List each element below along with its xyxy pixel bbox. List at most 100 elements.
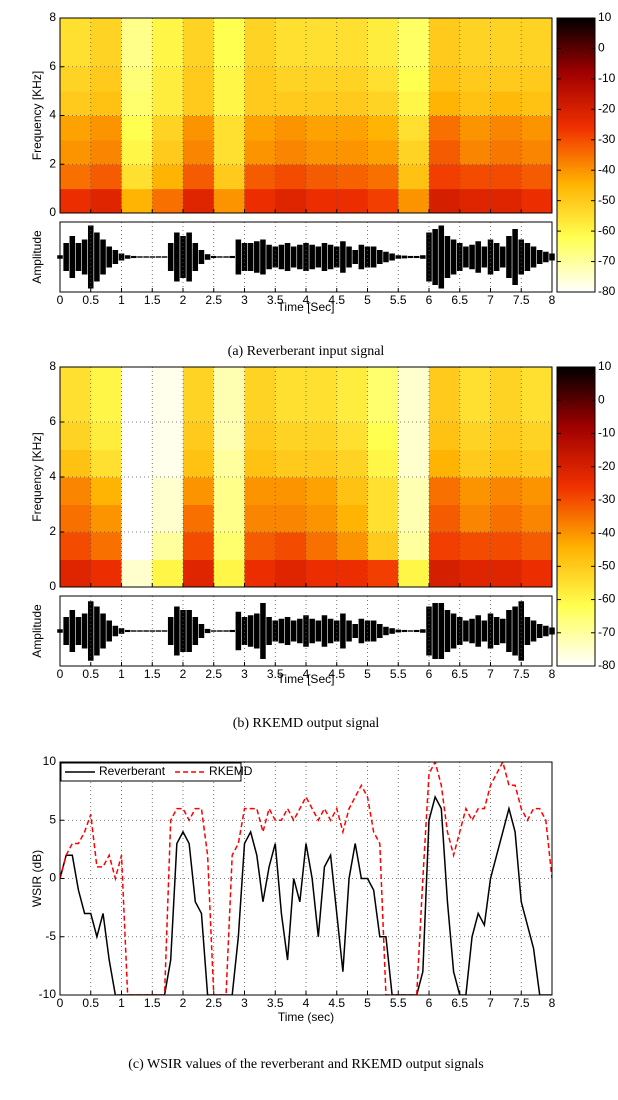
heatmap-cell	[213, 115, 245, 141]
heatmap-cell	[183, 504, 215, 533]
waveform-envelope	[112, 250, 119, 264]
waveform-envelope	[309, 618, 315, 644]
heatmap-cell	[429, 477, 461, 505]
waveform-envelope	[161, 630, 168, 632]
waveform-envelope	[493, 243, 500, 271]
waveform-envelope	[100, 239, 106, 275]
heatmap-cell	[336, 422, 368, 450]
x-tick-label: 8	[549, 293, 556, 307]
y-tick-label: 0	[49, 205, 56, 219]
heatmap-cell	[213, 559, 245, 588]
heatmap-cell	[429, 18, 461, 43]
waveform-envelope	[536, 250, 543, 264]
waveform-envelope	[87, 225, 94, 289]
heatmap-cell	[244, 504, 276, 533]
waveform-envelope	[377, 250, 383, 264]
heatmap-cell	[429, 532, 461, 560]
waveform-envelope	[487, 613, 494, 649]
x-tick-label: 3	[241, 996, 248, 1010]
colorbar-tick-label: -60	[598, 592, 616, 606]
waveform-envelope	[241, 243, 248, 271]
colorbar-tick-label: -20	[598, 102, 616, 116]
heatmap-cell	[275, 477, 307, 505]
waveform-envelope	[149, 256, 156, 258]
heatmap-cell	[244, 477, 276, 505]
waveform-envelope	[94, 232, 100, 282]
waveform-envelope	[389, 253, 395, 261]
heatmap-cell	[429, 115, 461, 141]
waveform-envelope	[506, 610, 512, 652]
heatmap-cell	[459, 477, 491, 505]
heatmap-cell	[459, 139, 491, 165]
waveform-envelope	[389, 628, 395, 634]
heatmap-cell	[306, 559, 338, 588]
waveform-envelope	[155, 256, 162, 258]
axes-frame	[59, 366, 553, 588]
heatmap-cell	[521, 42, 553, 68]
colorbar-tick-label: -30	[598, 492, 616, 506]
heatmap-cell	[521, 559, 553, 588]
waveform-envelope	[149, 630, 156, 632]
y-axis-label: Frequency [KHz]	[30, 432, 44, 521]
heatmap-cell	[429, 559, 461, 588]
waveform-envelope	[444, 236, 451, 278]
caption: (a) Reverberant input signal	[228, 344, 385, 359]
heatmap-cell	[367, 66, 399, 92]
x-tick-label: 5.5	[390, 996, 407, 1010]
x-tick-label: 2	[180, 667, 187, 681]
heatmap-cell	[152, 91, 184, 116]
heatmap-cell	[90, 18, 122, 43]
heatmap-cell	[306, 188, 338, 214]
heatmap-cell	[367, 559, 399, 588]
waveform-envelope	[69, 236, 76, 278]
heatmap-cell	[459, 532, 491, 560]
x-tick-label: 6.5	[451, 996, 468, 1010]
waveform-envelope	[543, 625, 549, 637]
waveform-envelope	[217, 256, 223, 258]
heatmap-cell	[152, 477, 184, 505]
heatmap-cell	[490, 559, 522, 588]
waveform-envelope	[321, 615, 328, 647]
heatmap-cell	[367, 367, 399, 395]
x-tick-label: 3	[241, 667, 248, 681]
heatmap-cell	[60, 422, 92, 450]
heatmap-cell	[244, 532, 276, 560]
y-axis-label: Amplitude	[30, 230, 44, 284]
heatmap-cell	[398, 42, 430, 68]
heatmap-cell	[306, 504, 338, 533]
waveform-envelope	[131, 255, 137, 259]
waveform-envelope	[432, 603, 438, 659]
waveform-envelope	[493, 617, 500, 645]
heatmap-cell	[398, 449, 430, 478]
waveform-envelope	[303, 243, 309, 271]
waveform-envelope	[284, 243, 291, 271]
x-tick-label: 1	[118, 996, 125, 1010]
heatmap-cell	[60, 139, 92, 165]
heatmap-cell	[459, 164, 491, 190]
heatmap-cell	[244, 422, 276, 450]
heatmap-cell	[90, 477, 122, 505]
waveform-envelope	[512, 606, 518, 656]
heatmap-cell	[244, 66, 276, 92]
heatmap-cell	[121, 477, 153, 505]
heatmap-cell	[90, 449, 122, 478]
heatmap-cell	[459, 394, 491, 423]
colorbar-tick-label: -30	[598, 132, 616, 146]
heatmap-cell	[244, 91, 276, 116]
heatmap-cell	[60, 532, 92, 560]
heatmap-cell	[121, 422, 153, 450]
axes-frame	[59, 595, 553, 667]
y-tick-label: 8	[49, 359, 56, 373]
waveform-envelope	[346, 620, 352, 642]
heatmap-cell	[121, 188, 153, 214]
heatmap-cell	[490, 164, 522, 190]
heatmap-cell	[121, 115, 153, 141]
heatmap-cell	[244, 394, 276, 423]
legend-box	[60, 762, 242, 782]
waveform-envelope	[407, 630, 414, 632]
heatmap-cell	[90, 422, 122, 450]
x-tick-label: 6.5	[451, 293, 468, 307]
waveform-envelope	[420, 629, 426, 633]
heatmap-cell	[336, 394, 368, 423]
